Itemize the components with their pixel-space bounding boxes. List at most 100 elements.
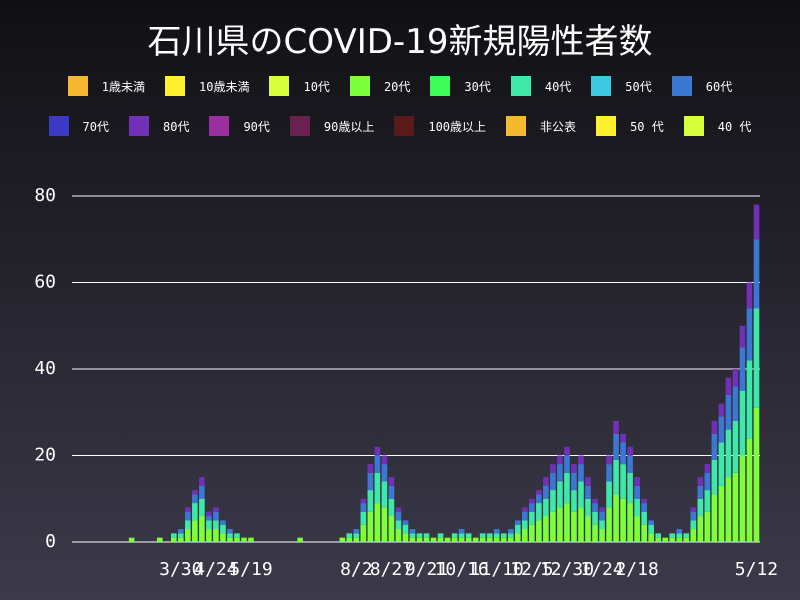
bar-segment (507, 529, 514, 534)
bar-segment (388, 498, 395, 517)
bar-segment (634, 516, 640, 542)
bar-segment (402, 520, 409, 525)
legend-item: 40 代 (683, 106, 752, 146)
bar-segment (585, 485, 591, 499)
bar-segment (297, 537, 303, 542)
bar-segment (185, 520, 191, 530)
bar-segment (536, 520, 542, 542)
bar-segment (451, 533, 458, 538)
bar-segment (718, 403, 725, 417)
x-tick-label: 2/18 (615, 559, 658, 580)
bar-segment (395, 511, 402, 521)
legend-label: 70代 (82, 119, 109, 134)
bar-segment (564, 503, 570, 542)
bar-segment (550, 490, 556, 512)
bar-segment (690, 529, 697, 542)
bar-segment (360, 524, 367, 542)
bar-segment (529, 524, 535, 542)
bar-segment (486, 533, 493, 538)
bar-segment (507, 533, 514, 538)
bar-segment (676, 537, 683, 542)
bar-segment (550, 511, 556, 542)
bar-segment (529, 503, 535, 512)
legend-item: 30代 (430, 66, 491, 106)
bar-segment (606, 507, 612, 542)
bar-segment (578, 455, 584, 465)
legend-item: 10代 (269, 66, 330, 106)
legend: 1歳未満 10歳未満 10代 20代 30代 40代 50代 60代 70代 80代 90代 90歳以… (30, 66, 770, 146)
bar-segment (585, 498, 591, 517)
bar-segment (493, 537, 500, 542)
bar-segment (732, 369, 739, 387)
bar-segment (718, 442, 725, 486)
y-tick-label: 0 (45, 531, 56, 552)
legend-item: 1歳未満 (67, 66, 145, 106)
bar-segment (613, 433, 619, 460)
bar-segment (557, 464, 563, 482)
bar-segment (697, 516, 704, 542)
bar-segment (648, 520, 654, 525)
x-tick-label: 10/16 (435, 559, 489, 580)
bar-segment (402, 524, 409, 534)
bar-segment (206, 529, 212, 542)
bar-segment (711, 459, 718, 495)
bar-segment (514, 533, 521, 542)
bar-segment (367, 472, 374, 491)
bar-segment (367, 464, 374, 473)
legend-item: 10歳未満 (165, 66, 249, 106)
bar-segment (634, 485, 640, 499)
bar-segment (507, 537, 514, 542)
bar-segment (522, 507, 528, 512)
bar-segment (437, 533, 444, 538)
bar-segment (381, 481, 388, 508)
bar-segment (592, 511, 598, 525)
bar-segment (732, 386, 739, 421)
bar-segment (571, 511, 577, 542)
x-tick-label: 8/2 (340, 559, 373, 580)
bar-segment (128, 537, 135, 542)
bar-segment (613, 494, 619, 542)
bar-segment (620, 442, 626, 465)
legend-swatch (269, 76, 290, 96)
bar-segment (402, 533, 409, 542)
bar-segment (395, 529, 402, 542)
x-tick-label: 9/21 (405, 559, 448, 580)
bar-segment (557, 481, 563, 508)
bar-segment (374, 455, 381, 473)
bar-segment (564, 446, 570, 456)
legend-label: 40 代 (717, 119, 752, 134)
bar-segment (522, 511, 528, 521)
bar-segment (213, 520, 219, 530)
bar-segment (178, 529, 184, 534)
bar-segment (409, 529, 416, 534)
bar-segment (690, 520, 697, 530)
legend-label: 30代 (464, 79, 491, 94)
legend-swatch (67, 76, 88, 96)
legend-label: 100歳以上 (428, 119, 487, 134)
legend-item: 50代 (591, 66, 652, 106)
bar-segment (753, 239, 760, 309)
bar-segment (732, 420, 739, 473)
bar-segment (339, 537, 346, 542)
bar-segment (711, 420, 718, 434)
bar-segment (360, 503, 367, 512)
bar-segment (353, 529, 360, 534)
bar-segment (543, 485, 549, 499)
bar-segment (416, 533, 423, 538)
bar-segment (395, 520, 402, 530)
legend-label: 50 代 (630, 119, 664, 134)
bar-segment (199, 498, 205, 517)
bar-segment (592, 524, 598, 542)
bar-segment (557, 507, 563, 542)
bar-segment (227, 537, 233, 542)
bar-segment (725, 477, 732, 542)
bar-segment (697, 498, 704, 517)
bar-segment (346, 537, 353, 542)
bar-segment (718, 416, 725, 443)
bar-segment (564, 472, 570, 504)
bar-segment (388, 516, 395, 542)
bar-segment (185, 507, 191, 512)
bar-segment (550, 472, 556, 491)
legend-item: 20代 (349, 66, 410, 106)
